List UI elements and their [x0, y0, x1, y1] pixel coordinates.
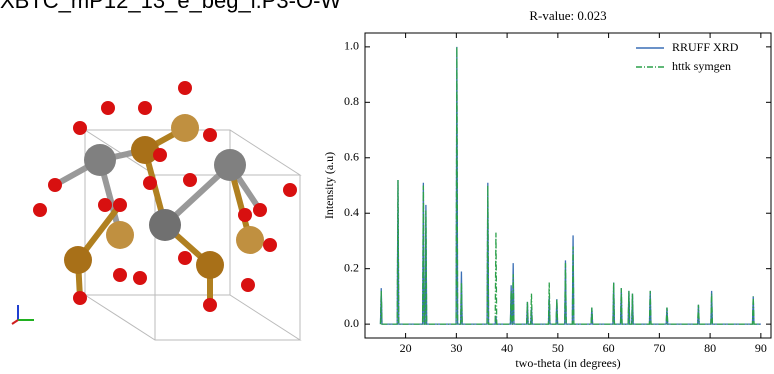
x-tick-label: 90	[755, 341, 767, 355]
crystal-structure	[12, 81, 300, 340]
x-tick-label: 60	[603, 341, 615, 355]
heading: XBTC_mP12_13_e_beg_i.P3-O-W	[0, 0, 341, 13]
chart-title: R-value: 0.023	[529, 8, 606, 23]
y-tick-label: 0.2	[344, 260, 359, 274]
y-tick-label: 0.4	[344, 205, 359, 219]
x-tick-label: 50	[552, 341, 564, 355]
legend-label: httk symgen	[672, 59, 731, 73]
x-axis-label: two-theta (in degrees)	[515, 356, 620, 370]
x-tick-label: 70	[653, 341, 665, 355]
y-tick-label: 0.8	[344, 94, 359, 108]
figure: XBTC_mP12_13_e_beg_i.P3-O-W	[0, 0, 774, 374]
legend-label: RRUFF XRD	[672, 40, 739, 54]
y-tick-label: 0.6	[344, 150, 359, 164]
y-tick-label: 1.0	[344, 39, 359, 53]
x-tick-label: 30	[450, 341, 462, 355]
series-line	[380, 47, 760, 324]
x-tick-label: 40	[501, 341, 513, 355]
x-tick-label: 80	[704, 341, 716, 355]
y-tick-label: 0.0	[344, 316, 359, 330]
series-line	[380, 47, 760, 324]
y-axis-label: Intensity (a.u)	[322, 152, 336, 219]
x-tick-label: 20	[400, 341, 412, 355]
page: XBTC_mP12_13_e_beg_i.P3-O-W	[0, 0, 774, 374]
